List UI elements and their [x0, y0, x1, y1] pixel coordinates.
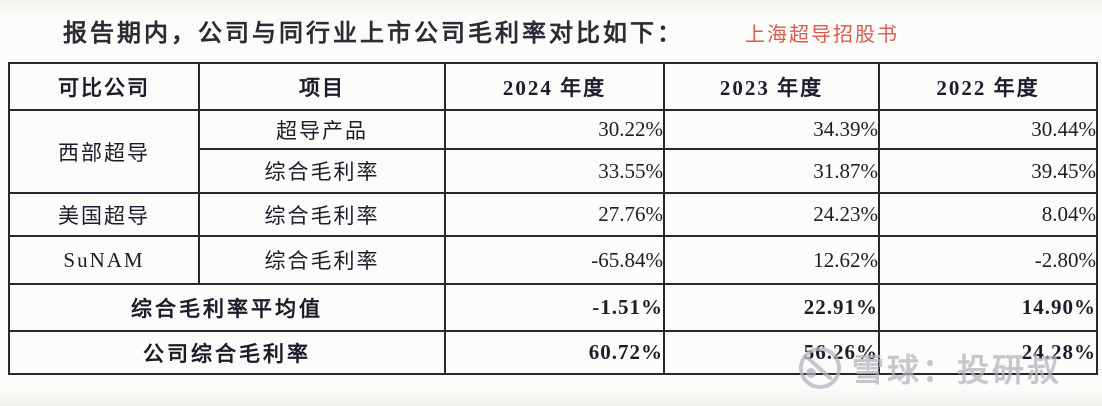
- value-cell-2023: 31.87%: [663, 148, 880, 194]
- table-row: 综合毛利率 33.55% 31.87% 39.45%: [9, 148, 1098, 194]
- gross-margin-comparison-table: 可比公司 项目 2024 年度 2023 年度 2022 年度 西部超导 超导产…: [8, 62, 1098, 375]
- value-cell-2024: 30.22%: [444, 109, 665, 150]
- value-cell-2024: -65.84%: [444, 235, 665, 285]
- item-cell: 综合毛利率: [198, 148, 446, 194]
- value-cell-2022: 14.90%: [878, 283, 1098, 332]
- value-cell-2022: -2.80%: [878, 235, 1098, 285]
- value-cell-2024: 33.55%: [444, 148, 665, 194]
- value-cell-2022: 39.45%: [878, 148, 1098, 194]
- value-cell-2024: -1.51%: [444, 283, 665, 332]
- value-cell-2023: 24.23%: [663, 192, 880, 237]
- summary-row-company: 公司综合毛利率 60.72% 56.26% 24.28%: [8, 330, 1098, 375]
- summary-label-cell: 公司综合毛利率: [8, 330, 446, 375]
- source-annotation: 上海超导招股书: [745, 24, 899, 46]
- col-header-item: 项目: [198, 62, 446, 111]
- value-cell-2023: 34.39%: [663, 109, 880, 150]
- item-cell: 综合毛利率: [198, 235, 446, 285]
- table-row: 西部超导 超导产品 30.22% 34.39% 30.44%: [8, 109, 1098, 194]
- summary-label-cell: 综合毛利率平均值: [8, 283, 446, 332]
- value-cell-2023: 22.91%: [663, 283, 880, 332]
- col-header-2024: 2024 年度: [444, 62, 665, 111]
- summary-row-average: 综合毛利率平均值 -1.51% 22.91% 14.90%: [8, 283, 1098, 332]
- item-cell: 综合毛利率: [198, 192, 446, 237]
- table-header-row: 可比公司 项目 2024 年度 2023 年度 2022 年度: [8, 62, 1098, 111]
- page-title: 报告期内，公司与同行业上市公司毛利率对比如下：: [63, 21, 684, 47]
- table-row: SuNAM 综合毛利率 -65.84% 12.62% -2.80%: [8, 235, 1098, 285]
- value-cell-2023: 56.26%: [663, 330, 880, 375]
- value-cell-2022: 24.28%: [878, 330, 1098, 375]
- value-cell-2023: 12.62%: [663, 235, 880, 285]
- item-cell: 超导产品: [198, 109, 446, 150]
- company-cell: 美国超导: [8, 192, 200, 237]
- value-cell-2022: 30.44%: [878, 109, 1098, 150]
- company-cell: 西部超导: [8, 109, 200, 194]
- col-header-2022: 2022 年度: [878, 62, 1098, 111]
- value-cell-2022: 8.04%: [878, 192, 1098, 237]
- table-row: 美国超导 综合毛利率 27.76% 24.23% 8.04%: [8, 192, 1098, 237]
- col-header-comparable-company: 可比公司: [8, 62, 200, 111]
- col-header-2023: 2023 年度: [663, 62, 880, 111]
- value-cell-2024: 27.76%: [444, 192, 665, 237]
- company-cell: SuNAM: [8, 235, 200, 285]
- value-cell-2024: 60.72%: [444, 330, 665, 375]
